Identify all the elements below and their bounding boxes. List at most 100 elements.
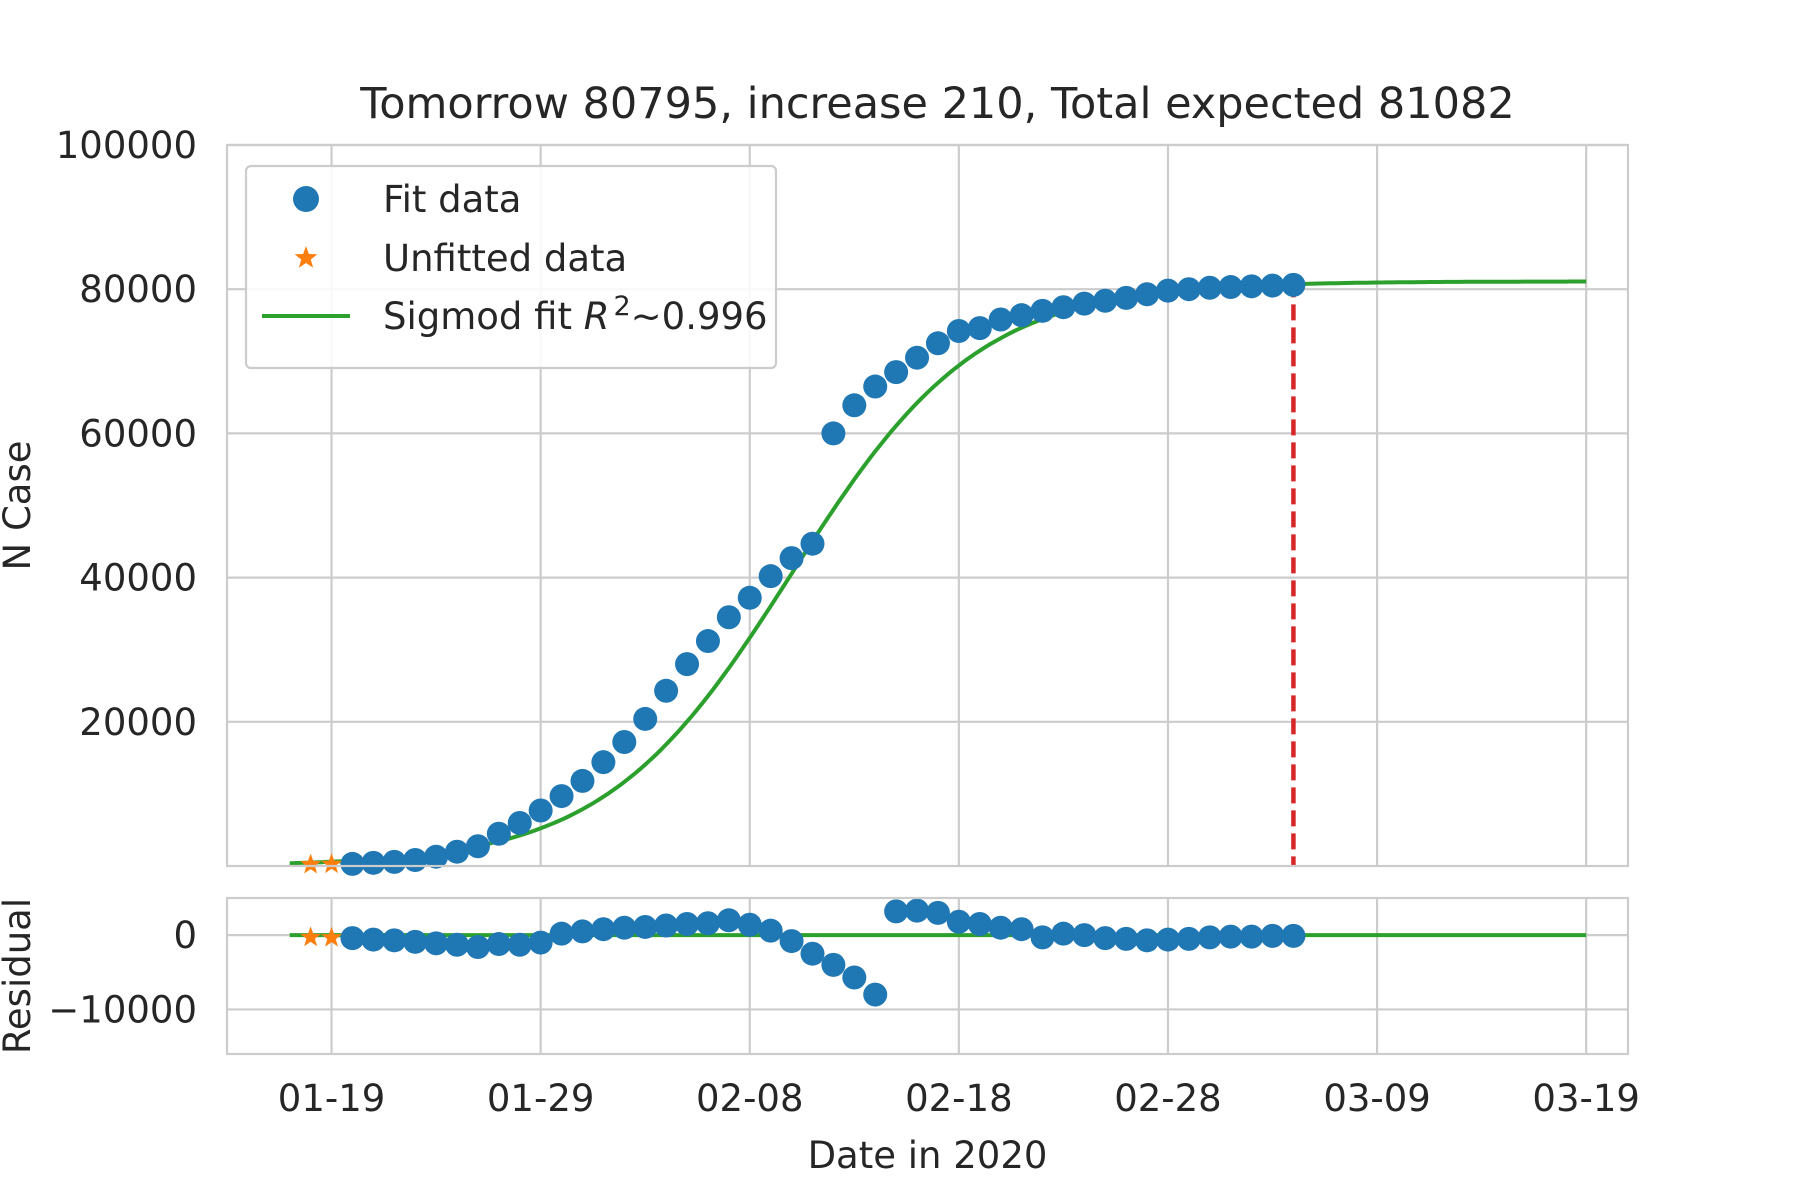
fit-data-point [1093,288,1118,313]
legend: Fit data Unfitted data Sigmod fit R 2~0.996 [244,164,778,370]
main-y-axis-label: N Case [0,441,39,571]
fit-data-point [654,678,679,703]
fit-data-point [1072,291,1097,316]
fit-data-point [863,374,888,399]
x-tick-label: 01-19 [278,1077,386,1120]
fit-data-residual-point [988,915,1013,940]
fit-data-point [1051,295,1076,320]
main-y-tick-label: 40000 [79,557,197,600]
fit-data-point [340,851,365,876]
fit-data-point [361,850,386,875]
fit-data-residual-point [382,928,407,953]
fit-data-residual-point [1072,923,1097,948]
main-y-tick-label: 100000 [56,124,197,167]
fit-data-point [382,849,407,874]
fit-data-point [465,834,490,859]
fit-data-residual-point [633,914,658,939]
fit-data-point [1218,275,1243,300]
x-axis-label: Date in 2020 [808,1134,1048,1177]
fit-data-residual-point [695,911,720,936]
main-y-tick-label: 60000 [79,412,197,455]
fit-data-point [946,319,971,344]
fit-data-residual-point [1093,926,1118,951]
fit-data-residual-point [1260,923,1285,948]
fit-data-point [591,750,616,775]
fit-data-point [445,839,470,864]
fit-data-point [486,821,511,846]
fit-data-residual-point [1218,924,1243,949]
fit-data-residual-point [570,919,595,944]
fit-data-point [737,585,762,610]
fit-data-residual-point [842,965,867,990]
fit-data-residual-point [1197,925,1222,950]
fit-data-residual-point [1030,925,1055,950]
fit-data-residual-point [1114,926,1139,951]
fit-data-point [1176,277,1201,302]
residual-y-tick-label: −10000 [48,988,197,1031]
fit-data-point [905,345,930,370]
fit-data-point [1009,303,1034,328]
fit-data-point [988,307,1013,332]
fit-data-residual-point [549,921,574,946]
fit-data-residual-point [863,982,888,1007]
fit-data-residual-point [884,899,909,924]
fit-data-residual-point [654,913,679,938]
fit-data-residual-point [821,952,846,977]
fit-data-point [633,706,658,731]
fit-data-residual-point [1281,923,1306,948]
fit-data-point [612,729,637,754]
fit-data-residual-point [1009,917,1034,942]
legend-label: Unfitted data [383,237,627,280]
fit-data-point [884,360,909,385]
fit-data-residual-point [591,917,616,942]
fit-data-residual-point [737,912,762,937]
residual-y-axis-label: Residual [0,898,39,1054]
fit-data-point [800,531,825,556]
legend-label: Sigmod fit R 2~0.996 [383,291,768,338]
x-tick-labels: 01-19 01-29 02-08 02-18 02-28 03-09 03-19 [278,1077,1640,1120]
data-points-layer [300,272,1306,1007]
main-y-tick-label: 80000 [79,268,197,311]
fit-data-residual-point [800,941,825,966]
fit-data-residual-point [507,932,532,957]
residual-panel-frame [225,896,1630,1056]
fit-data-residual-point [758,918,783,943]
fit-data-point [695,629,720,654]
fit-data-residual-point [1135,928,1160,953]
fit-data-point [1281,272,1306,297]
legend-fit-data-marker [293,186,319,212]
x-tick-label: 02-18 [905,1077,1013,1120]
fit-data-residual-point [1155,927,1180,952]
fit-data-point [1260,273,1285,298]
fit-data-point [716,605,741,630]
fit-data-residual-point [905,898,930,923]
x-tick-label: 03-09 [1323,1077,1431,1120]
residual-panel-grid [227,898,1628,1054]
fit-data-point [403,848,428,873]
main-y-tick-label: 20000 [79,701,197,744]
fit-data-residual-point [716,908,741,933]
fit-data-point [842,393,867,418]
fit-data-residual-point [340,926,365,951]
x-tick-label: 02-28 [1114,1077,1222,1120]
fit-data-residual-point [779,929,804,954]
fit-data-point [507,810,532,835]
main-panel-frame [225,143,1630,868]
legend-box [244,164,778,370]
x-tick-label: 03-19 [1532,1077,1640,1120]
legend-label: Fit data [383,178,521,221]
fit-data-residual-point [612,915,637,940]
fit-data-residual-point [361,927,386,952]
fit-data-residual-point [946,909,971,934]
fit-data-point [1239,274,1264,299]
fit-data-point [424,844,449,869]
fit-data-point [821,421,846,446]
fit-data-point [549,784,574,809]
main-y-tick-labels: 20000 40000 60000 80000 100000 [56,124,197,744]
fit-data-point [1114,285,1139,310]
fit-data-residual-point [967,912,992,936]
unfitted-data-residual-point [300,926,322,947]
fit-data-residual-point [1051,921,1076,946]
fit-data-residual-point [675,912,700,936]
